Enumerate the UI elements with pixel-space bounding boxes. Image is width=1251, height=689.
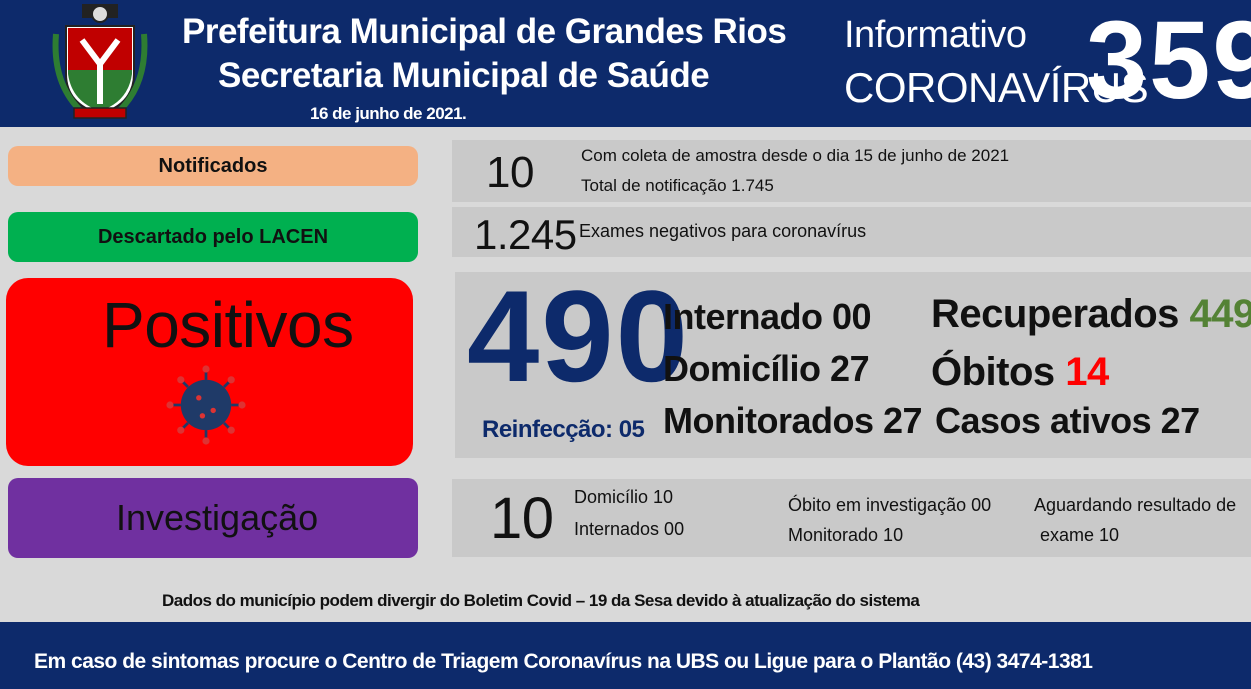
monitorados-value: 27 [883,400,923,441]
internado-row: Internado 00 [663,296,872,338]
footer-text: Em caso de sintomas procure o Centro de … [34,650,1093,673]
descartado-label: Descartado pelo LACEN [8,212,418,262]
investigacao-internados: Internados 00 [574,519,685,539]
header-banner: Prefeitura Municipal de Grandes Rios Sec… [0,0,1251,127]
investigacao-monitorado: Monitorado 10 [788,525,904,545]
coronavirus-label: CORONAVÍRUS [844,64,1149,111]
recuperados-row: Recuperados 449 [931,292,1251,337]
informativo-label: Informativo [844,14,1027,56]
investigacao-aguardando-line2: exame 10 [1040,525,1120,545]
ativos-value: 27 [1160,400,1201,441]
notificados-panel: 10 Com coleta de amostra desde o dia 15 … [452,140,1251,202]
notificados-count: 10 [486,148,534,197]
municipal-crest-icon [52,4,148,119]
virus-icon [166,365,246,445]
internado-label: Internado [663,296,823,337]
internado-value: 00 [832,296,872,337]
notificados-line1: Com coleta de amostra desde o dia 15 de … [581,146,1010,165]
monitorados-label: Monitorados [663,400,874,441]
domicilio-row: Domicílio 27 [663,348,870,390]
positivos-panel: 490 Reinfecção: 05 Internado 00 Domicíli… [455,266,1251,458]
reinfeccao-label: Reinfecção: 05 [482,416,645,443]
obitos-row: Óbitos 14 [931,350,1109,395]
descartado-line1: Exames negativos para coronavírus [579,221,867,241]
investigacao-obito: Óbito em investigação 00 [788,495,992,515]
notificados-line2: Total de notificação 1.745 [581,176,774,195]
recuperados-label: Recuperados [931,292,1179,336]
bulletin-number: 359 [1086,0,1251,122]
descartado-count: 1.245 [474,211,577,258]
header-date: 16 de junho de 2021. [310,104,467,123]
ativos-label: Casos ativos [935,400,1152,441]
disclaimer-text: Dados do município podem divergir do Bol… [162,591,920,610]
notificados-label: Notificados [8,146,418,186]
investigacao-label: Investigação [8,478,418,558]
investigacao-domicilio: Domicílio 10 [574,487,674,507]
obitos-value: 14 [1065,350,1109,394]
header-title-line2: Secretaria Municipal de Saúde [218,56,710,95]
ativos-row: Casos ativos 27 [935,400,1200,442]
investigacao-count: 10 [490,486,554,551]
recuperados-value: 449 [1189,292,1251,336]
positivos-box: Positivos [6,278,413,466]
monitorados-row: Monitorados 27 [663,400,923,442]
investigacao-panel: 10 Domicílio 10 Internados 00 Óbito em i… [452,479,1251,557]
footer-banner: Em caso de sintomas procure o Centro de … [0,622,1251,689]
header-title-line1: Prefeitura Municipal de Grandes Rios [182,12,787,51]
positivos-count: 490 [467,263,690,409]
obitos-label: Óbitos [931,350,1055,394]
positivos-label: Positivos [102,289,354,361]
descartado-panel: 1.245 Exames negativos para coronavírus [452,207,1251,258]
domicilio-label: Domicílio [663,348,821,389]
domicilio-value: 27 [830,348,870,389]
investigacao-aguardando-line1: Aguardando resultado de [1034,495,1237,515]
